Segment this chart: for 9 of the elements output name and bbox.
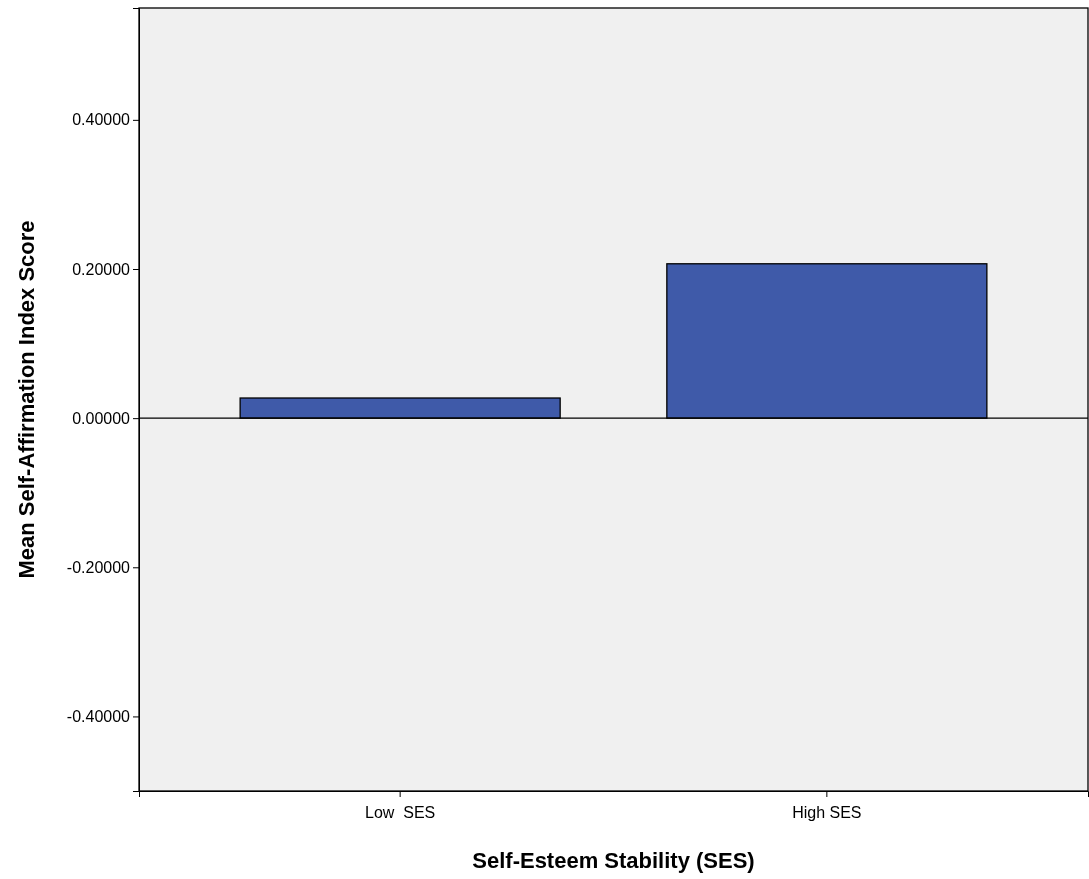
y-tick-label: 0.40000 <box>72 111 131 129</box>
y-axis-title: Mean Self-Affirmation Index Score <box>14 220 39 579</box>
y-tick-label: -0.40000 <box>66 708 131 726</box>
y-tick-label: 0.20000 <box>72 260 131 278</box>
x-axis-title: Self-Esteem Stability (SES) <box>472 848 755 873</box>
x-tick-label: Low SES <box>365 803 436 821</box>
x-tick-label: High SES <box>792 803 862 821</box>
y-tick-label: 0.00000 <box>72 409 131 427</box>
y-tick-label: -0.20000 <box>66 558 131 576</box>
